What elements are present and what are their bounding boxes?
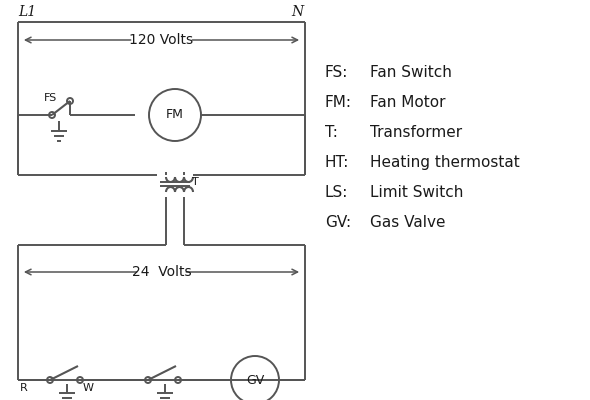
- Text: T:: T:: [325, 125, 338, 140]
- Text: FS:: FS:: [325, 65, 348, 80]
- Text: L1: L1: [18, 5, 36, 19]
- Text: Heating thermostat: Heating thermostat: [370, 155, 520, 170]
- Text: Fan Motor: Fan Motor: [370, 95, 445, 110]
- Text: Transformer: Transformer: [370, 125, 462, 140]
- Text: N: N: [291, 5, 303, 19]
- Text: 24  Volts: 24 Volts: [132, 265, 191, 279]
- Text: LS:: LS:: [325, 185, 348, 200]
- Text: R: R: [20, 383, 28, 393]
- Text: FS: FS: [44, 93, 57, 103]
- Text: GV: GV: [246, 374, 264, 386]
- Text: 120 Volts: 120 Volts: [129, 33, 194, 47]
- Text: W: W: [83, 383, 94, 393]
- Text: HT:: HT:: [325, 155, 349, 170]
- Text: Gas Valve: Gas Valve: [370, 215, 445, 230]
- Text: FM: FM: [166, 108, 184, 122]
- Text: FM:: FM:: [325, 95, 352, 110]
- Text: GV:: GV:: [325, 215, 351, 230]
- Text: Limit Switch: Limit Switch: [370, 185, 463, 200]
- Text: T: T: [192, 177, 199, 187]
- Text: Fan Switch: Fan Switch: [370, 65, 452, 80]
